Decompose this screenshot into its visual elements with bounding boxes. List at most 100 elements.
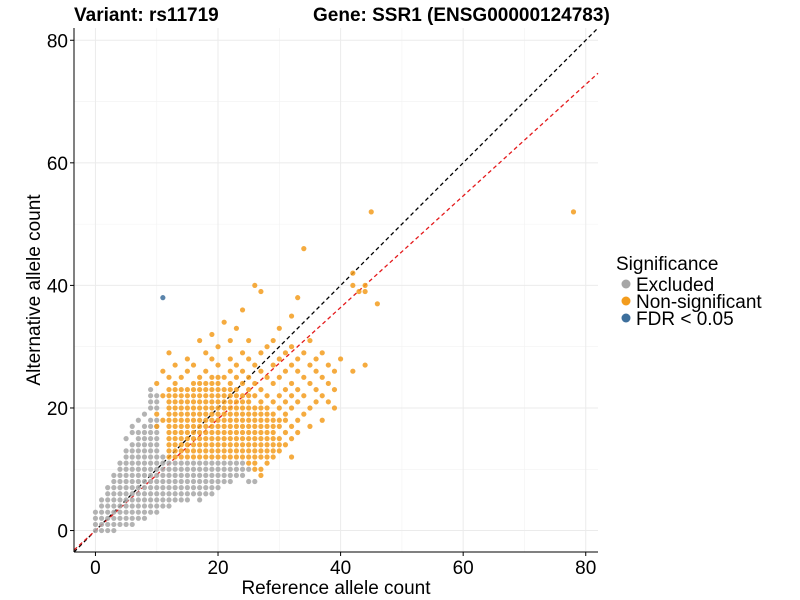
data-point [190,491,197,497]
data-point [246,442,252,448]
data-point [166,460,172,466]
data-point [172,405,178,411]
data-point [117,503,123,509]
data-point [203,429,209,436]
data-point [239,411,246,417]
data-point [288,362,295,368]
data-point [258,288,264,295]
data-point [178,478,184,485]
data-point [166,497,172,503]
data-point [98,497,105,503]
legend-label: Non-significant [636,292,762,313]
data-point [184,368,190,374]
data-point [215,436,221,442]
axes: 0 20 40 60 80 0 20 40 60 80 [47,28,598,579]
data-point [172,497,178,503]
data-point [172,466,178,472]
data-point [246,399,252,405]
data-point [227,472,233,478]
data-point [197,478,203,485]
data-point [98,515,105,521]
data-point [252,362,258,368]
data-point [197,466,203,472]
data-point [325,399,331,405]
data-point [148,436,154,442]
data-point [252,478,258,485]
data-point [184,454,190,460]
data-point [301,374,307,380]
data-point [215,454,221,460]
data-point [258,350,264,356]
data-point [233,374,240,380]
data-point [148,472,154,478]
data-point [252,460,258,466]
legend-title: Significance [616,254,718,275]
data-point [172,472,178,478]
data-point [203,454,209,460]
data-point [319,393,325,399]
data-point [160,417,166,423]
data-point [154,436,160,442]
data-point [264,374,270,380]
data-point [319,350,325,356]
data-point [209,478,215,485]
data-point [172,362,178,368]
data-point [184,417,190,423]
data-point [288,454,295,460]
data-point [227,454,233,460]
data-point [258,386,264,393]
data-point [203,405,209,411]
data-point [197,380,203,387]
data-point [252,282,258,289]
data-point [227,386,233,393]
series-fdr-0-05 [160,295,166,301]
x-tick-label: 40 [330,558,351,579]
data-point [160,503,166,509]
data-point [135,442,141,448]
data-point [246,429,252,436]
data-point [154,485,160,491]
data-point [313,399,319,405]
data-point [129,497,135,503]
data-point [203,417,209,423]
data-point [270,442,276,448]
data-point [570,209,577,215]
data-point [129,485,135,491]
data-point [197,442,203,448]
x-tick-label: 60 [453,558,474,579]
data-point [227,393,233,399]
data-point [227,466,233,472]
data-point [166,393,172,399]
data-point [160,491,166,497]
data-point [288,436,295,442]
data-point [307,380,313,387]
data-point [117,478,123,485]
data-point [190,472,197,478]
data-point [258,411,264,417]
data-point [209,331,215,338]
data-point [135,429,141,436]
data-point [160,393,166,399]
data-point [215,466,221,472]
data-point [221,454,227,460]
reference-lines [73,27,599,553]
data-point [252,411,258,417]
data-point [172,411,178,417]
data-point [209,411,215,417]
data-point [135,509,141,515]
data-point [233,448,240,454]
data-point [203,478,209,485]
data-point [166,399,172,405]
data-point [362,362,368,368]
data-point [350,282,356,289]
data-point [215,485,221,491]
data-point [166,448,172,454]
data-point [209,436,215,442]
data-point [203,460,209,466]
data-point [239,436,246,442]
data-point [178,405,184,411]
data-point [98,527,105,534]
data-point [178,466,184,472]
data-point [258,454,264,460]
data-point [184,429,190,436]
